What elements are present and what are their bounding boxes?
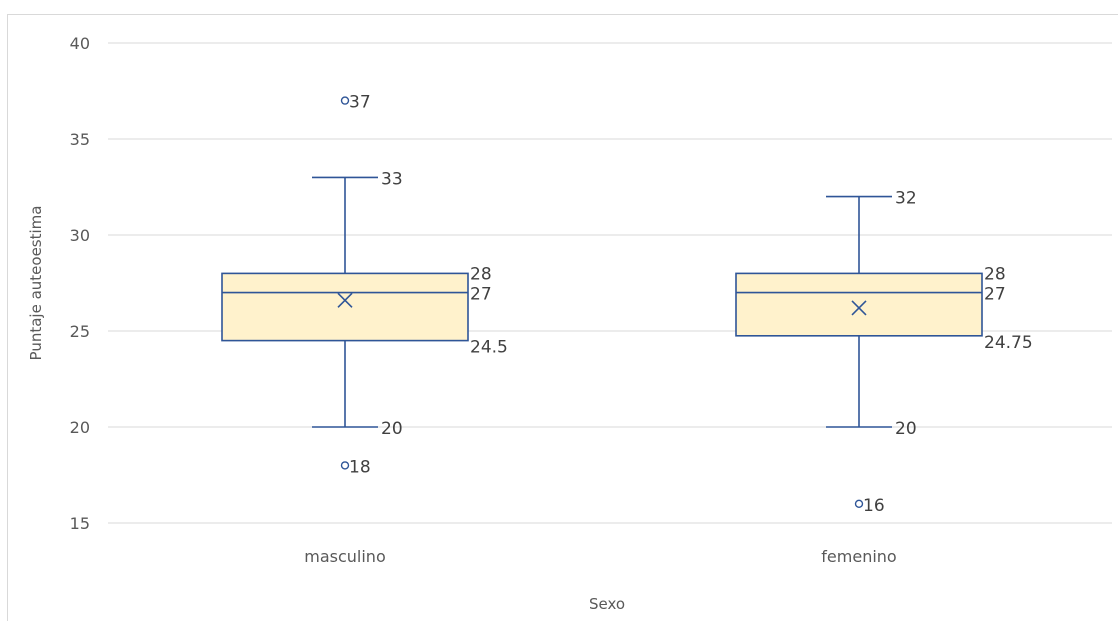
max-label: 32	[895, 189, 917, 209]
outlier-label: 37	[349, 93, 371, 113]
x-category-label: masculino	[304, 547, 385, 566]
outlier-point	[340, 96, 350, 105]
y-tick-label: 25	[70, 322, 90, 341]
median-label: 27	[470, 285, 492, 305]
mean-marker	[851, 300, 867, 316]
box-iqr	[221, 272, 469, 342]
min-label: 20	[381, 419, 403, 439]
outlier-label: 18	[349, 457, 371, 477]
y-tick-label: 35	[70, 130, 90, 149]
outlier-label: 16	[863, 496, 885, 516]
y-axis-title: Puntaje auteoestima	[27, 206, 45, 361]
x-category-label: femenino	[821, 547, 896, 566]
chart-frame	[7, 14, 1118, 621]
x-axis-title: Sexo	[589, 595, 625, 613]
q1-label: 24.75	[984, 333, 1033, 353]
min-label: 20	[895, 419, 917, 439]
median-label: 27	[984, 285, 1006, 305]
outlier-point	[340, 461, 350, 470]
mean-marker	[337, 292, 353, 308]
q3-label: 28	[470, 264, 492, 284]
max-label: 33	[381, 169, 403, 189]
outlier-point	[854, 499, 864, 508]
y-tick-label: 20	[70, 418, 90, 437]
y-tick-label: 30	[70, 226, 90, 245]
y-tick-label: 15	[70, 514, 90, 533]
q1-label: 24.5	[470, 338, 508, 358]
box-iqr	[735, 272, 983, 337]
y-tick-label: 40	[70, 34, 90, 53]
q3-label: 28	[984, 264, 1006, 284]
